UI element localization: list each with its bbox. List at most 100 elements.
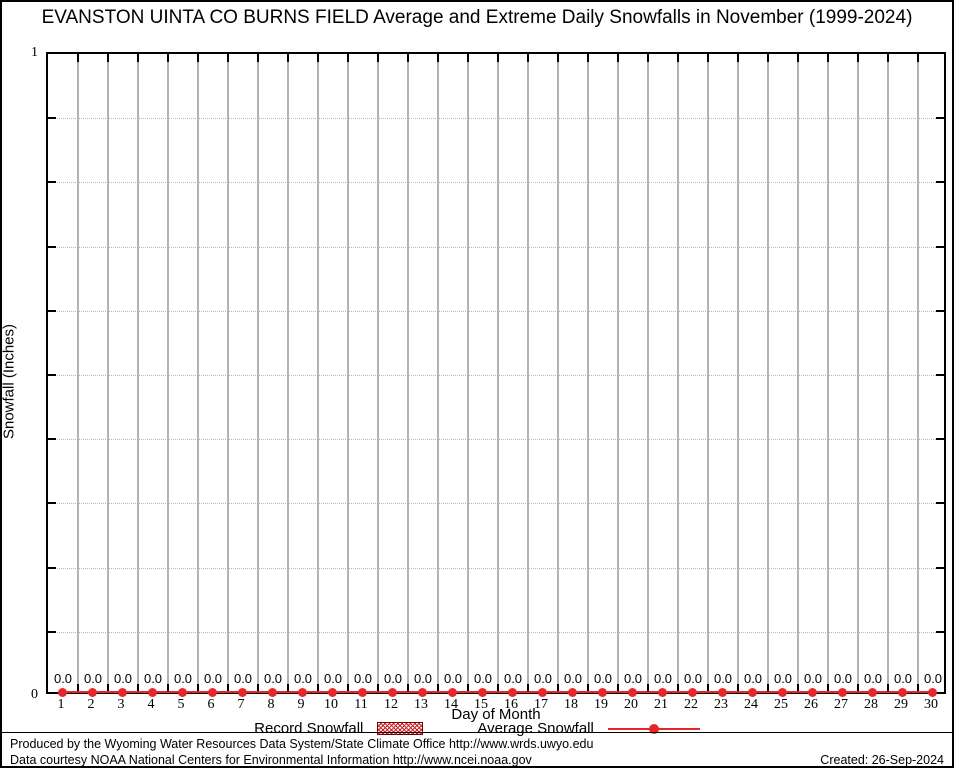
average-snowfall-point bbox=[598, 688, 607, 697]
plot-area: 0.0 0.0 0.0 0.0 0.0 0.0 0.0 0.0 0.0 0.0 0.0 0.0 0.0 0… bbox=[46, 52, 946, 697]
vertical-gridline bbox=[917, 54, 919, 692]
average-snowfall-point bbox=[838, 688, 847, 697]
x-axis-tick-label: 7 bbox=[237, 697, 245, 712]
x-axis-tick-label: 10 bbox=[324, 697, 338, 712]
average-snowfall-point bbox=[718, 688, 727, 697]
vertical-gridline bbox=[377, 54, 379, 692]
data-point-label: 0.0 bbox=[203, 671, 223, 686]
x-tick-top bbox=[257, 54, 259, 62]
x-tick-top bbox=[917, 54, 919, 62]
y-tick-left bbox=[48, 567, 56, 569]
chart-title: EVANSTON UINTA CO BURNS FIELD Average an… bbox=[41, 7, 913, 28]
data-point-label: 0.0 bbox=[683, 671, 703, 686]
average-snowfall-line bbox=[63, 691, 933, 693]
average-snowfall-point bbox=[508, 688, 517, 697]
average-snowfall-point bbox=[628, 688, 637, 697]
horizontal-gridline bbox=[48, 247, 944, 248]
vertical-gridline bbox=[227, 54, 229, 692]
horizontal-gridline bbox=[48, 503, 944, 504]
data-point-label: 0.0 bbox=[503, 671, 523, 686]
vertical-gridline bbox=[167, 54, 169, 692]
created-date-label: Created: 26-Sep-2024 bbox=[820, 753, 944, 767]
x-axis-tick-label: 11 bbox=[354, 697, 368, 712]
x-axis-tick-label: 13 bbox=[414, 697, 428, 712]
vertical-gridline bbox=[497, 54, 499, 692]
data-point-label: 0.0 bbox=[713, 671, 733, 686]
x-tick-top bbox=[527, 54, 529, 62]
y-tick-right bbox=[936, 567, 944, 569]
data-point-label: 0.0 bbox=[833, 671, 853, 686]
data-point-label: 0.0 bbox=[923, 671, 943, 686]
x-tick-top bbox=[407, 54, 409, 62]
x-tick-bottom bbox=[857, 684, 859, 692]
x-axis-tick-label: 23 bbox=[714, 697, 728, 712]
x-tick-bottom bbox=[497, 684, 499, 692]
horizontal-gridline bbox=[48, 439, 944, 440]
average-snowfall-point bbox=[868, 688, 877, 697]
x-tick-bottom bbox=[557, 684, 559, 692]
x-tick-bottom bbox=[137, 684, 139, 692]
x-axis-tick-label: 6 bbox=[207, 697, 215, 712]
x-tick-bottom bbox=[797, 684, 799, 692]
x-axis-tick-label: 20 bbox=[624, 697, 638, 712]
vertical-gridline bbox=[827, 54, 829, 692]
data-point-label: 0.0 bbox=[293, 671, 313, 686]
y-tick-right bbox=[936, 374, 944, 376]
x-tick-bottom bbox=[917, 684, 919, 692]
x-tick-bottom bbox=[167, 684, 169, 692]
y-tick-right bbox=[936, 181, 944, 183]
data-point-label: 0.0 bbox=[533, 671, 553, 686]
x-tick-top bbox=[467, 54, 469, 62]
x-tick-bottom bbox=[227, 684, 229, 692]
data-point-label: 0.0 bbox=[113, 671, 133, 686]
data-point-label: 0.0 bbox=[413, 671, 433, 686]
horizontal-gridline bbox=[48, 311, 944, 312]
vertical-gridline bbox=[257, 54, 259, 692]
x-tick-bottom bbox=[827, 684, 829, 692]
y-tick-right bbox=[936, 310, 944, 312]
x-tick-top bbox=[317, 54, 319, 62]
x-axis-tick-label: 9 bbox=[297, 697, 305, 712]
data-point-label: 0.0 bbox=[593, 671, 613, 686]
vertical-gridline bbox=[317, 54, 319, 692]
y-axis-tick-label-top: 1 bbox=[31, 45, 38, 60]
x-tick-top bbox=[647, 54, 649, 62]
average-snowfall-point bbox=[58, 688, 67, 697]
y-tick-left bbox=[48, 117, 56, 119]
x-tick-bottom bbox=[647, 684, 649, 692]
vertical-gridline bbox=[647, 54, 649, 692]
data-point-label: 0.0 bbox=[743, 671, 763, 686]
vertical-gridline bbox=[707, 54, 709, 692]
y-tick-left bbox=[48, 310, 56, 312]
data-point-label: 0.0 bbox=[773, 671, 793, 686]
legend: Record Snowfall Average Snowfall bbox=[2, 720, 952, 737]
data-point-label: 0.0 bbox=[323, 671, 343, 686]
x-tick-top bbox=[347, 54, 349, 62]
x-axis-tick-label: 15 bbox=[474, 697, 488, 712]
record-snowfall-hatch-swatch bbox=[377, 722, 424, 735]
vertical-gridline bbox=[467, 54, 469, 692]
x-tick-top bbox=[107, 54, 109, 62]
vertical-gridline bbox=[767, 54, 769, 692]
x-tick-top bbox=[377, 54, 379, 62]
average-snowfall-line-swatch bbox=[607, 723, 700, 734]
data-point-label: 0.0 bbox=[173, 671, 193, 686]
legend-record-label: Record Snowfall bbox=[254, 720, 364, 737]
x-axis-tick-label: 26 bbox=[804, 697, 818, 712]
x-axis-tick-label: 3 bbox=[117, 697, 125, 712]
footer-produced-by: Produced by the Wyoming Water Resources … bbox=[10, 737, 594, 751]
y-axis-title: Snowfall (Inches) bbox=[0, 323, 18, 440]
x-tick-bottom bbox=[707, 684, 709, 692]
x-tick-bottom bbox=[317, 684, 319, 692]
vertical-gridline bbox=[587, 54, 589, 692]
average-snowfall-point bbox=[688, 688, 697, 697]
vertical-gridline bbox=[737, 54, 739, 692]
x-axis-tick-label: 28 bbox=[864, 697, 878, 712]
horizontal-gridline bbox=[48, 118, 944, 119]
x-tick-top bbox=[587, 54, 589, 62]
average-snowfall-point bbox=[268, 688, 277, 697]
x-axis-tick-label: 24 bbox=[744, 697, 758, 712]
x-axis-tick-label: 30 bbox=[924, 697, 938, 712]
average-snowfall-point bbox=[388, 688, 397, 697]
